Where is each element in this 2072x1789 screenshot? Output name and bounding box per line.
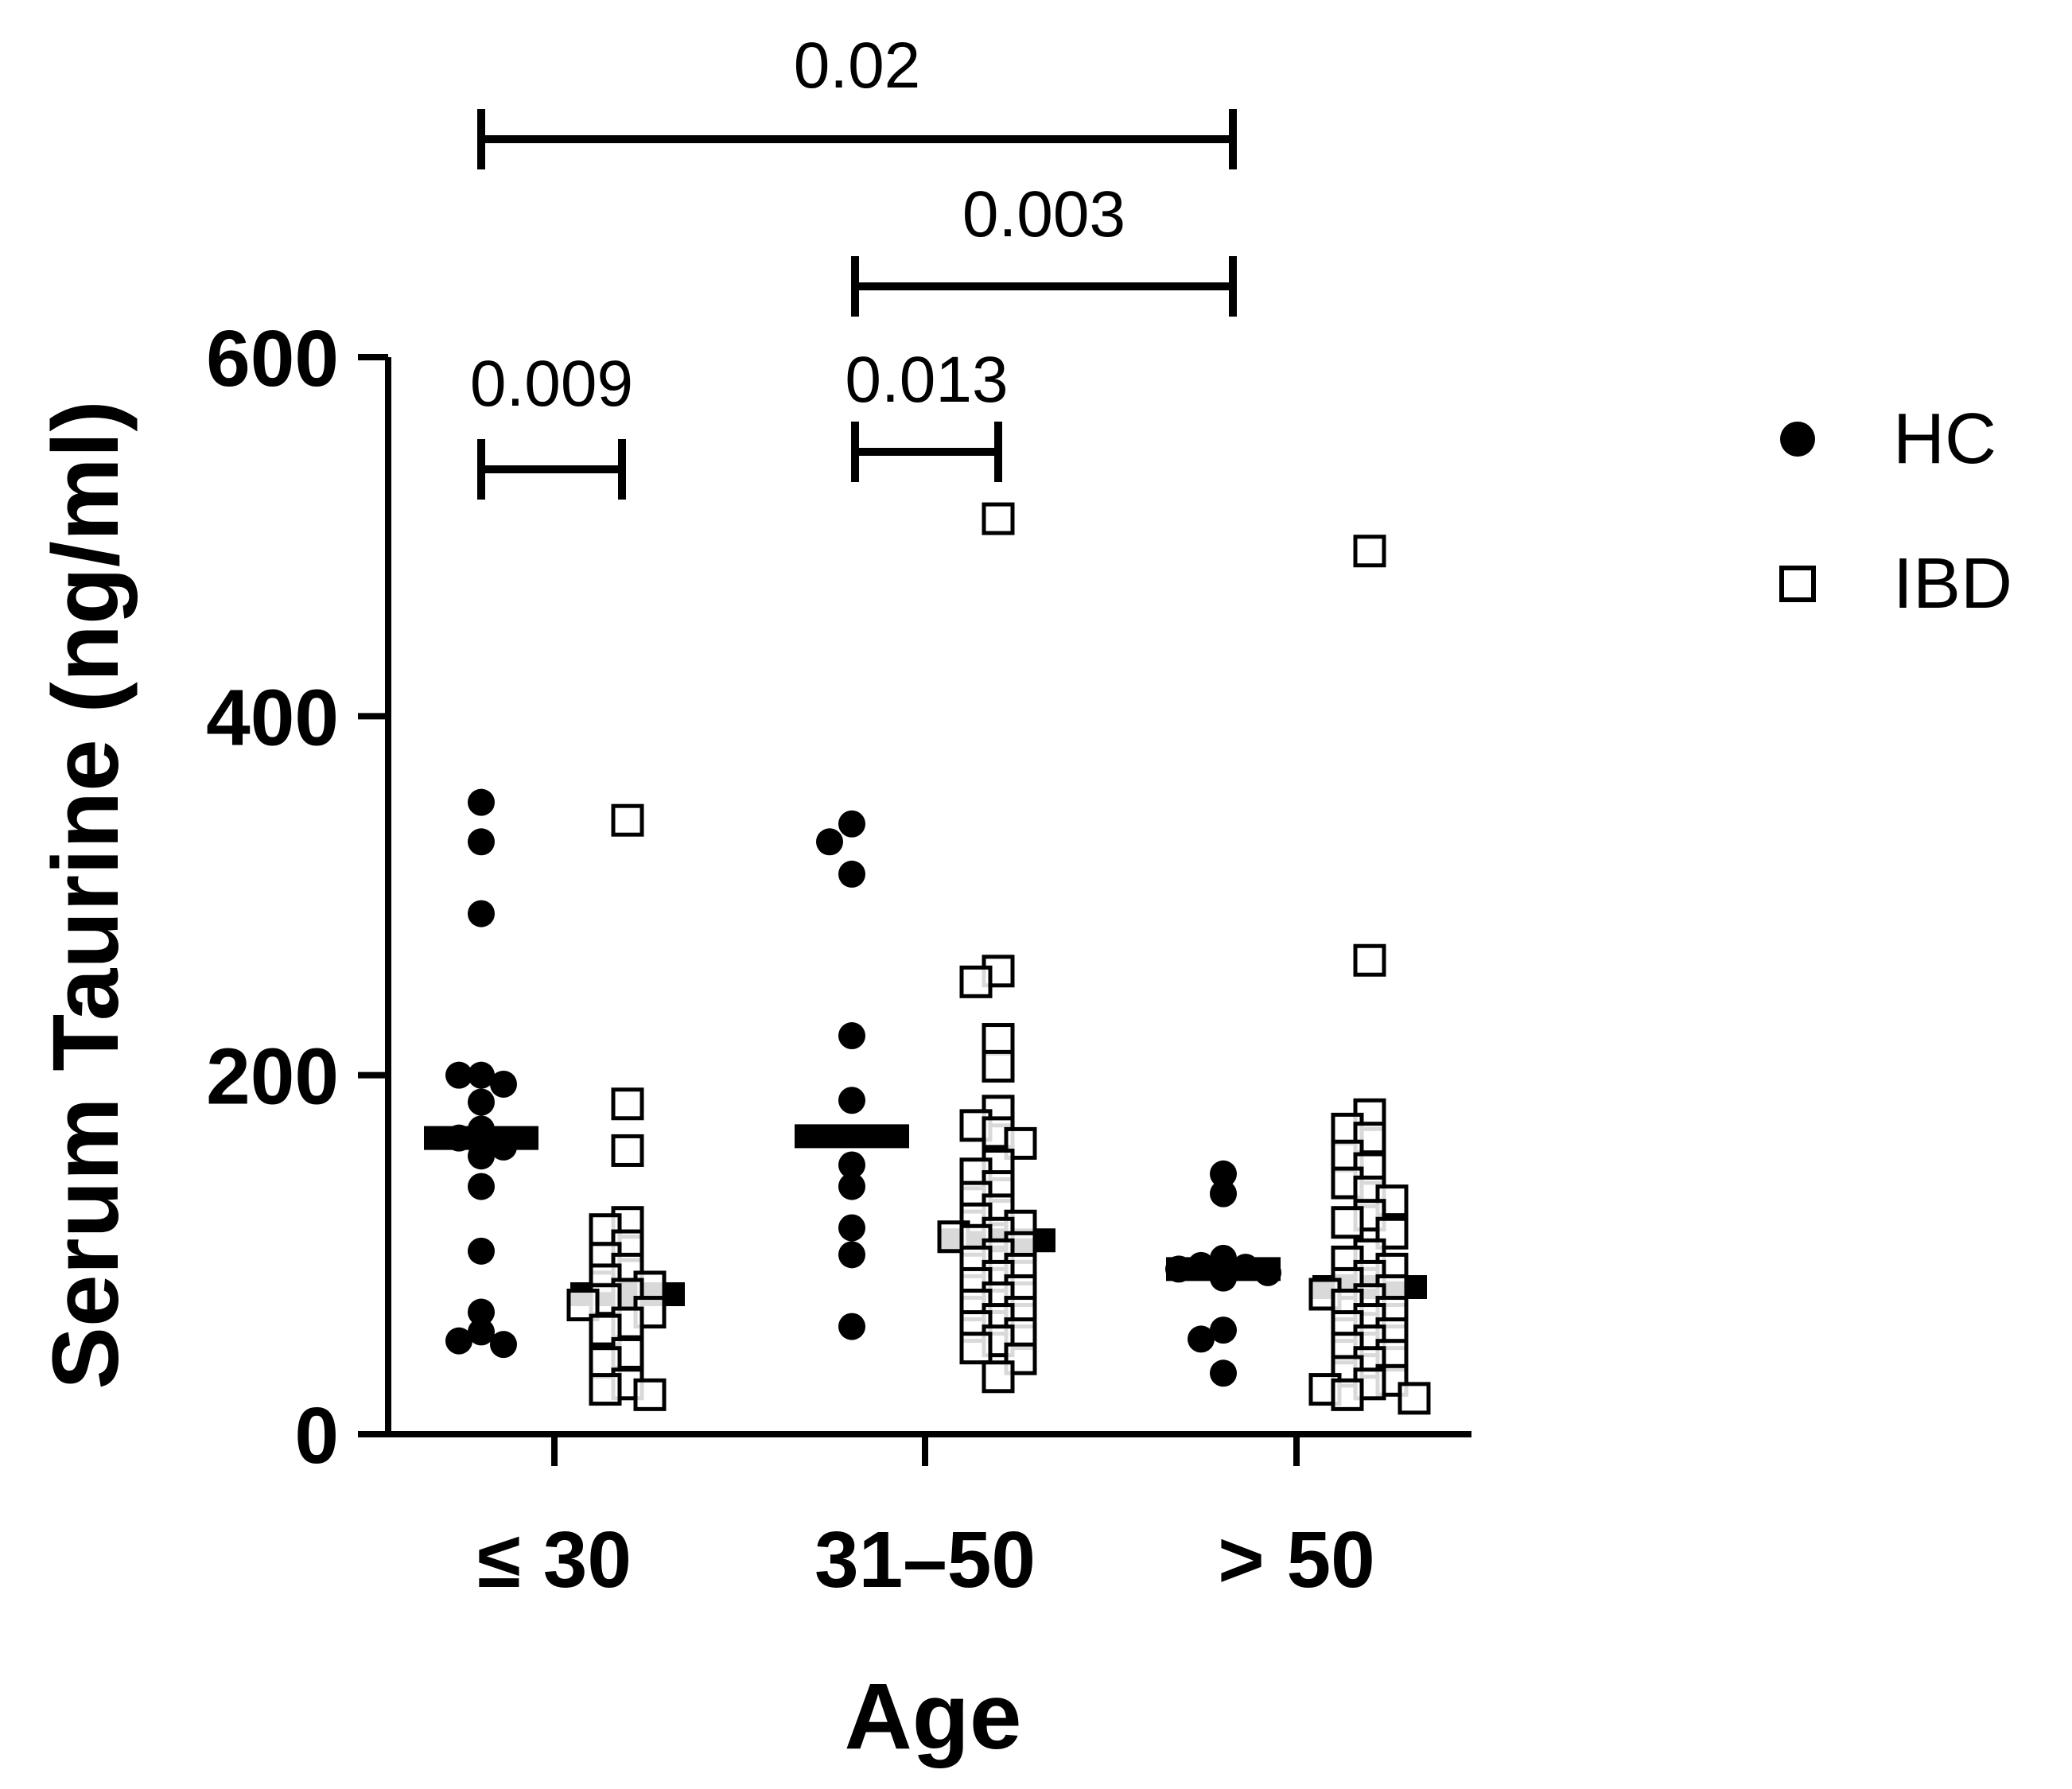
ibd-point (1331, 1206, 1364, 1239)
hc-point (468, 1061, 495, 1089)
p-value-label: 0.02 (794, 29, 921, 102)
ibd-point (982, 502, 1015, 535)
hc-point (468, 1115, 495, 1143)
hc-point (445, 1124, 472, 1152)
ibd-point (1398, 1382, 1431, 1415)
y-tick-label: 600 (206, 314, 339, 403)
hc-point (468, 1237, 495, 1265)
ibd-point (982, 1023, 1015, 1056)
legend-ibd-label: IBD (1893, 544, 2012, 624)
hc-point (838, 1087, 865, 1114)
hc-point (1165, 1255, 1192, 1283)
x-tick-label: > 50 (1218, 1515, 1374, 1604)
ibd-point (611, 1134, 644, 1167)
data-points (445, 502, 1431, 1415)
ibd-point (1331, 1378, 1364, 1411)
x-axis-title: Age (845, 1664, 1022, 1769)
hc-point (1210, 1180, 1237, 1208)
hc-point (1210, 1359, 1237, 1387)
hc-point (1188, 1325, 1215, 1353)
y-tick-label: 400 (206, 673, 339, 762)
hc-point (468, 1318, 495, 1346)
ibd-point (982, 1360, 1015, 1394)
hc-point (445, 1061, 472, 1089)
hc-point (1232, 1254, 1259, 1281)
hc-point (1210, 1244, 1237, 1272)
ibd-point (1353, 943, 1386, 977)
hc-point (816, 828, 843, 856)
y-axis-title: Serum Taurine (ng/ml) (33, 400, 138, 1390)
ibd-point (1004, 1126, 1037, 1160)
ibd-point (611, 803, 644, 837)
legend-hc-label: HC (1893, 399, 1996, 479)
significance-brackets: 0.009 0.013 0.003 0.02 (470, 29, 1237, 500)
hc-point (838, 1173, 865, 1200)
axes: 0 200 400 600 ≤ 30 31–50 > 50 (206, 314, 1471, 1604)
hc-point (468, 1142, 495, 1170)
x-tick-label: ≤ 30 (477, 1515, 632, 1604)
hc-point (1188, 1251, 1215, 1279)
hc-point (838, 1022, 865, 1050)
hc-point (445, 1327, 472, 1355)
ibd-point (959, 1332, 993, 1365)
ibd-point (611, 1087, 644, 1121)
ibd-point (1375, 1184, 1409, 1218)
hc-point (468, 788, 495, 816)
hc-point (838, 1313, 865, 1340)
ibd-point (589, 1373, 622, 1406)
hc-point (1210, 1316, 1237, 1344)
legend: HC IBD (1779, 399, 2012, 624)
ibd-point (1353, 535, 1386, 568)
legend-hc-marker (1780, 422, 1815, 457)
hc-point (490, 1070, 517, 1098)
hc-point (1210, 1160, 1237, 1188)
hc-point (838, 1214, 865, 1242)
hc-point (468, 828, 495, 856)
hc-point (468, 1298, 495, 1326)
y-tick-label: 0 (294, 1391, 339, 1480)
hc-point (838, 1241, 865, 1269)
hc-point (468, 1173, 495, 1200)
p-value-label: 0.013 (845, 344, 1008, 416)
ibd-point (982, 1049, 1015, 1083)
hc-point (1210, 1264, 1237, 1292)
p-value-label: 0.003 (962, 178, 1125, 251)
hc-point (468, 900, 495, 928)
p-value-label: 0.009 (470, 348, 633, 420)
hc-point (838, 810, 865, 838)
x-tick-label: 31–50 (814, 1515, 1036, 1604)
hc-point (490, 1133, 517, 1161)
hc-point (490, 1331, 517, 1359)
hc-point (838, 860, 865, 888)
y-tick-label: 200 (206, 1033, 339, 1122)
hc-point (1254, 1258, 1281, 1286)
ibd-point (633, 1378, 667, 1411)
legend-ibd-marker (1779, 566, 1816, 602)
ibd-point (959, 965, 993, 998)
hc-point (838, 1151, 865, 1179)
hc-point (468, 1088, 495, 1116)
